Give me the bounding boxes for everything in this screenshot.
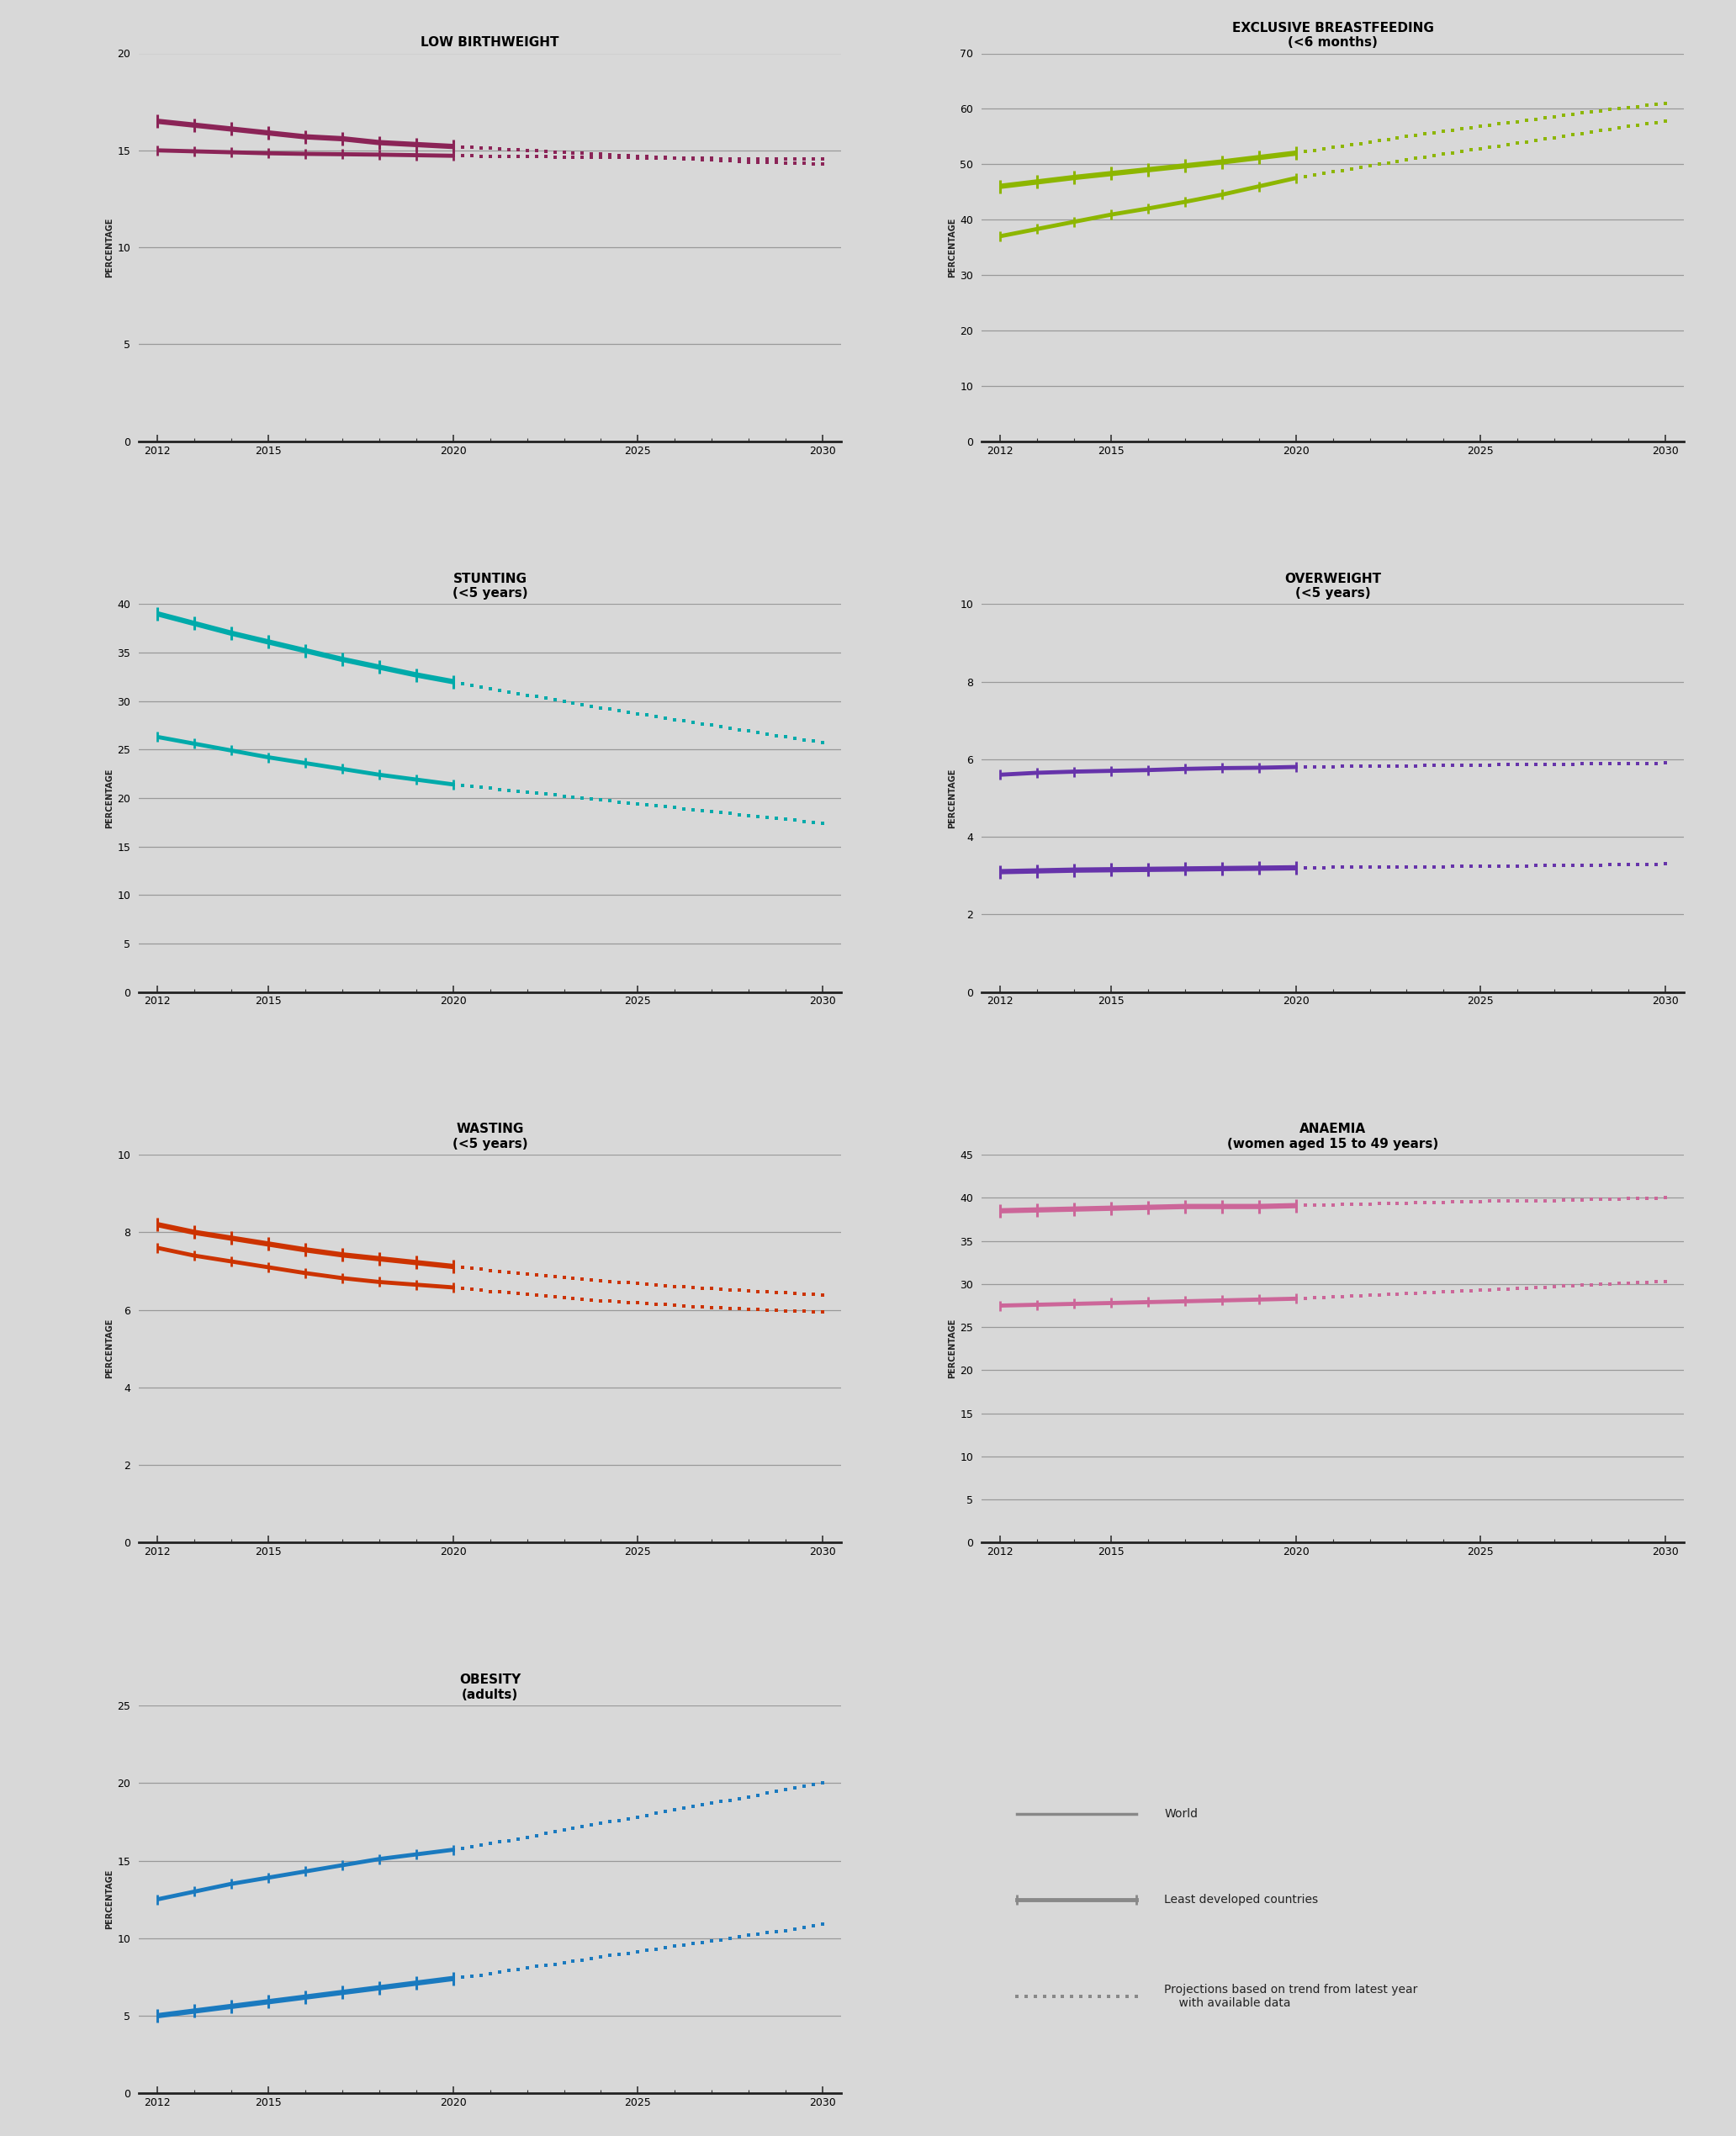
- Y-axis label: PERCENTAGE: PERCENTAGE: [948, 218, 957, 278]
- Y-axis label: PERCENTAGE: PERCENTAGE: [106, 769, 115, 829]
- Y-axis label: PERCENTAGE: PERCENTAGE: [948, 769, 957, 829]
- Title: OBESITY
(adults): OBESITY (adults): [460, 1675, 521, 1700]
- Text: World: World: [1165, 1809, 1198, 1820]
- Title: OVERWEIGHT
(<5 years): OVERWEIGHT (<5 years): [1285, 572, 1382, 600]
- Title: EXCLUSIVE BREASTFEEDING
(<6 months): EXCLUSIVE BREASTFEEDING (<6 months): [1233, 21, 1434, 49]
- Y-axis label: PERCENTAGE: PERCENTAGE: [106, 1869, 115, 1929]
- Text: Least developed countries: Least developed countries: [1165, 1892, 1318, 1905]
- Y-axis label: PERCENTAGE: PERCENTAGE: [106, 218, 115, 278]
- Title: STUNTING
(<5 years): STUNTING (<5 years): [453, 572, 528, 600]
- Y-axis label: PERCENTAGE: PERCENTAGE: [106, 1318, 115, 1378]
- Y-axis label: PERCENTAGE: PERCENTAGE: [948, 1318, 957, 1378]
- Title: WASTING
(<5 years): WASTING (<5 years): [453, 1124, 528, 1151]
- Text: Projections based on trend from latest year
    with available data: Projections based on trend from latest y…: [1165, 1984, 1418, 2010]
- Title: ANAEMIA
(women aged 15 to 49 years): ANAEMIA (women aged 15 to 49 years): [1227, 1124, 1439, 1151]
- Title: LOW BIRTHWEIGHT: LOW BIRTHWEIGHT: [420, 36, 559, 49]
